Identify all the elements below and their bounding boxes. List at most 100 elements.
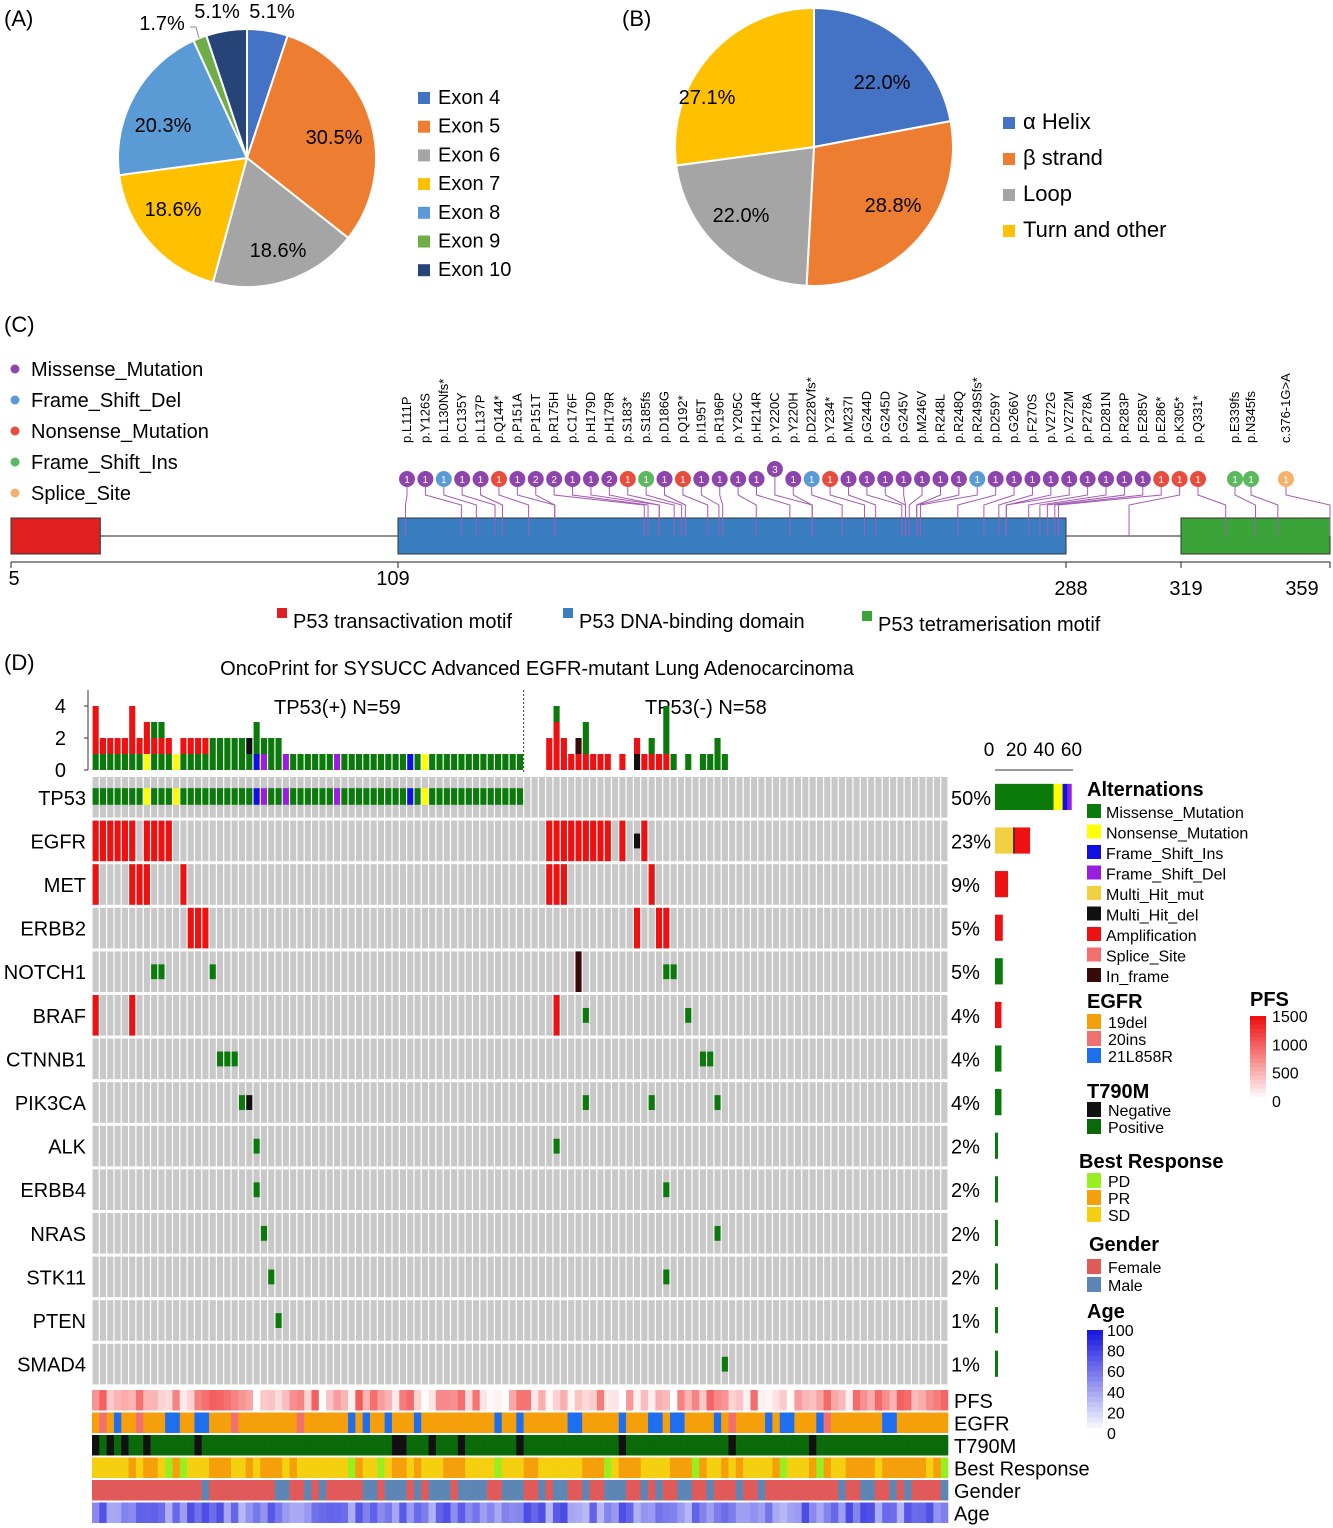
annotation-cell — [765, 1480, 773, 1501]
oncoprint-cell — [670, 1169, 677, 1210]
lollipop-stem — [461, 486, 496, 536]
oncoprint-cell — [677, 820, 685, 862]
mutation-label: p.P278A — [1080, 393, 1095, 443]
annotation-cell — [135, 1502, 144, 1523]
alteration-mark — [560, 864, 567, 905]
alteration-mark — [714, 1225, 721, 1241]
oncoprint-cell — [809, 995, 816, 1036]
top-bar-segment — [231, 738, 238, 754]
oncoprint-cell — [582, 1038, 589, 1080]
oncoprint-cell — [787, 1213, 794, 1254]
oncoprint-cell — [516, 820, 524, 862]
alteration-mark — [575, 951, 582, 992]
top-bar-segment — [92, 738, 99, 754]
right-bar — [995, 783, 1054, 811]
annotation-cell — [669, 1390, 678, 1411]
oncoprint-cell — [370, 820, 377, 862]
oncoprint-cell — [590, 1125, 597, 1167]
annotation-cell — [318, 1480, 327, 1501]
mutation-label: p.Q331* — [1190, 395, 1205, 443]
oncoprint-cell — [531, 1256, 538, 1298]
oncoprint-cell — [875, 864, 882, 905]
oncoprint-cell — [802, 1169, 809, 1210]
oncoprint-cell — [758, 1125, 765, 1167]
oncoprint-cell — [275, 1125, 282, 1167]
mutation-label: p.G245V — [896, 391, 911, 443]
top-bar-segment — [195, 738, 202, 754]
oncoprint-cell — [926, 1300, 933, 1341]
lollipop-count: 2 — [607, 475, 613, 486]
oncoprint-cell — [297, 1256, 304, 1298]
oncoprint-cell — [319, 1082, 326, 1123]
lollipop-stem — [1058, 486, 1162, 536]
annotation-cell — [706, 1390, 715, 1411]
oncoprint-cell — [238, 995, 246, 1036]
alteration-mark — [173, 788, 180, 805]
oncoprint-cell — [334, 907, 341, 949]
annotation-cell — [530, 1480, 539, 1501]
oncoprint-cell — [626, 907, 633, 949]
annotation-cell — [121, 1412, 129, 1433]
lollipop-count: 1 — [974, 475, 980, 486]
lollipop-head — [1079, 471, 1096, 487]
oncoprint-cell — [502, 1343, 509, 1385]
oncoprint-cell — [114, 951, 121, 992]
oncoprint-cell — [714, 1256, 721, 1298]
oncoprint-cell — [443, 1300, 450, 1341]
top-bar-segment — [714, 738, 721, 754]
oncoprint-cell — [216, 1256, 224, 1298]
annotation-cell — [904, 1390, 912, 1411]
annotation-cell — [340, 1457, 349, 1478]
annotation-cell — [421, 1502, 429, 1523]
gradient-step — [1087, 1407, 1103, 1413]
top-bar-segment — [348, 754, 355, 770]
oncoprint-cell — [897, 995, 904, 1036]
annotation-cell — [384, 1502, 393, 1523]
oncoprint-cell — [414, 1213, 421, 1254]
oncoprint-cell — [553, 1169, 560, 1210]
oncoprint-cell — [355, 1300, 363, 1341]
oncoprint-cell — [377, 951, 385, 992]
annotation-cell — [487, 1480, 495, 1501]
oncoprint-cell — [780, 1256, 787, 1298]
oncoprint-cell — [290, 951, 297, 992]
oncoprint-cell — [304, 907, 311, 949]
oncoprint-cell — [663, 864, 670, 905]
oncoprint-cell — [721, 995, 728, 1036]
lollipop-stem — [1234, 486, 1256, 536]
oncoprint-cell — [158, 995, 165, 1036]
annotation-cell — [326, 1502, 334, 1523]
gene-pct: 4% — [951, 1093, 980, 1115]
oncoprint-cell — [443, 1125, 450, 1167]
oncoprint-cell — [831, 820, 838, 862]
oncoprint-cell — [209, 1256, 216, 1298]
oncoprint: OncoPrint for SYSUCC Advanced EGFR-mutan… — [4, 658, 1308, 1526]
top-bar-segment — [582, 722, 589, 738]
oncoprint-cell — [919, 951, 926, 992]
annotation-cell — [706, 1502, 715, 1523]
top-bar-segment — [582, 738, 589, 754]
oncoprint-cell — [531, 1343, 538, 1385]
oncoprint-cell — [195, 1082, 202, 1123]
oncoprint-cell — [414, 1125, 421, 1167]
oncoprint-cell — [868, 777, 875, 818]
gene-pct: 50% — [951, 788, 991, 810]
annotation-cell — [238, 1412, 246, 1433]
annotation-cell — [289, 1480, 298, 1501]
oncoprint-cell — [487, 1300, 494, 1341]
oncoprint-cell — [363, 1082, 370, 1123]
oncoprint-cell — [655, 1169, 663, 1210]
annotation-cell — [450, 1502, 459, 1523]
oncoprint-cell — [838, 777, 845, 818]
oncoprint-cell — [560, 1256, 567, 1298]
oncoprint-cell — [868, 820, 875, 862]
alteration-mark — [443, 788, 450, 805]
top-bar-segment — [158, 722, 165, 738]
oncoprint-cell — [282, 864, 289, 905]
mutation-label: p.M246V — [914, 391, 929, 443]
annotation-cell — [867, 1457, 876, 1478]
oncoprint-cell — [575, 995, 582, 1036]
oncoprint-cell — [912, 1213, 919, 1254]
mutation-label: p.V272M — [1061, 391, 1076, 443]
gene-pct: 2% — [951, 1224, 980, 1246]
